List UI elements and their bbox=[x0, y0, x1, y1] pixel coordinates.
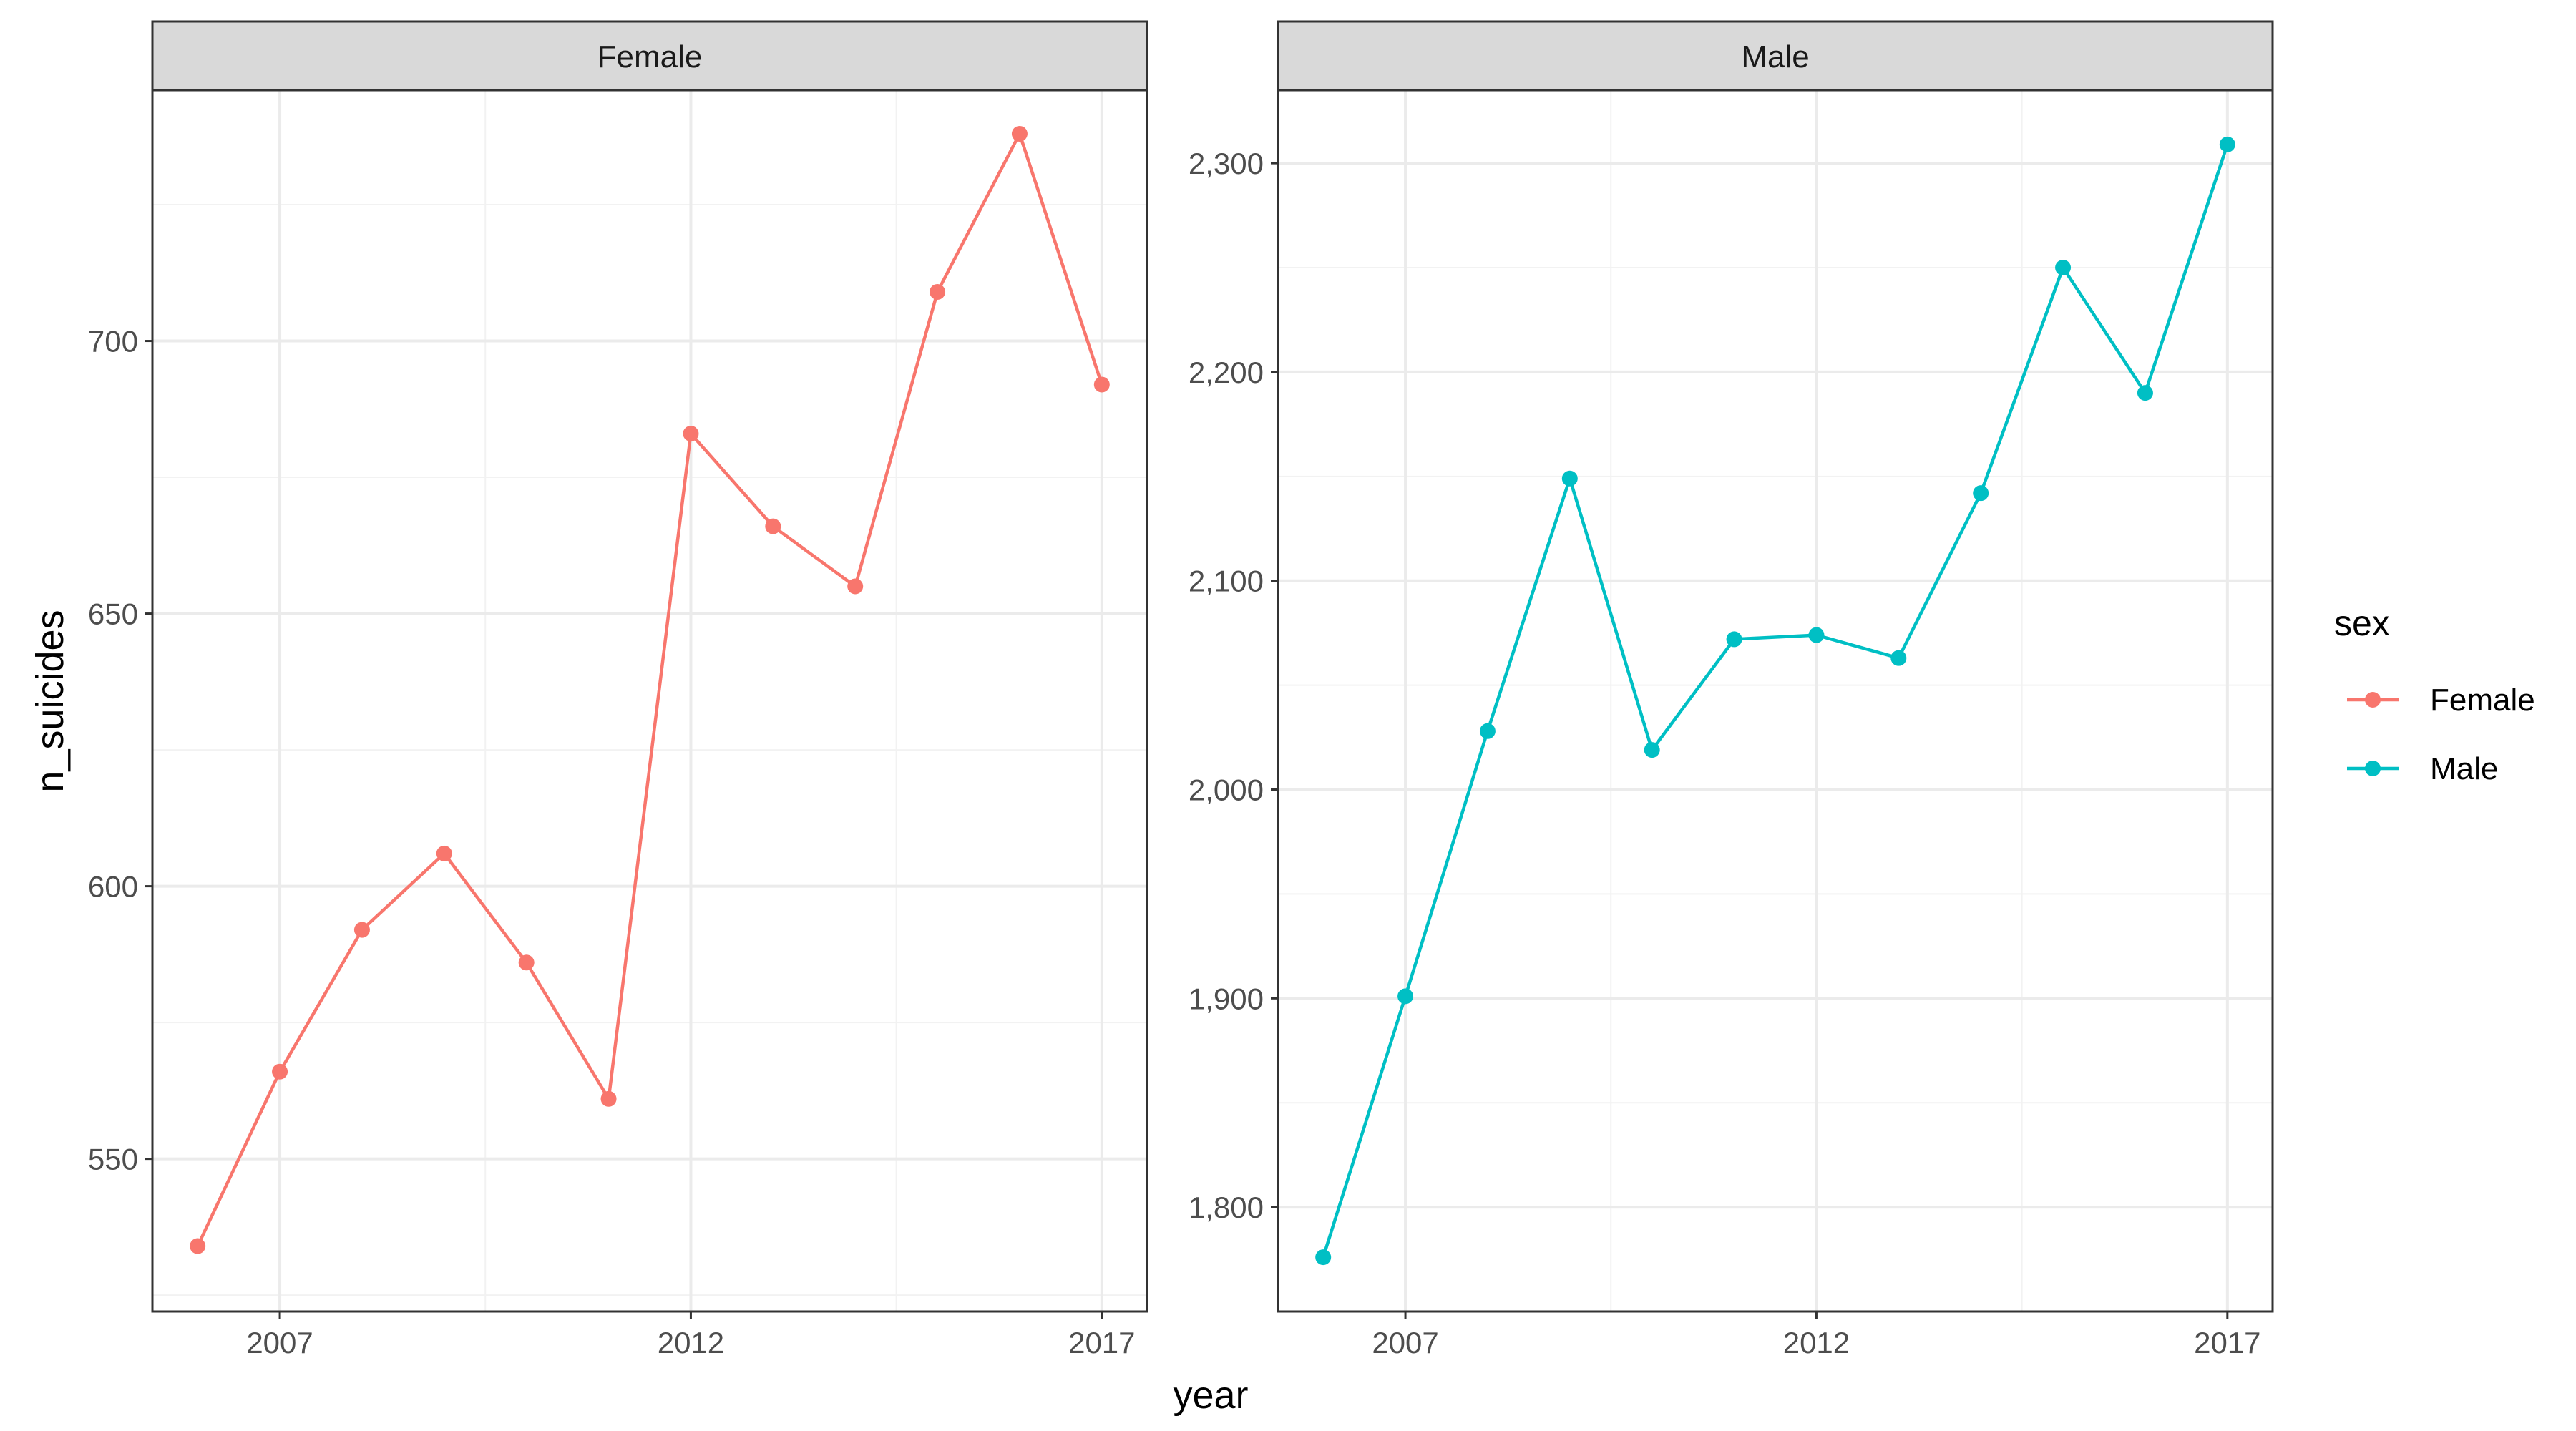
y-tick-label: 1,900 bbox=[1189, 982, 1264, 1015]
facet-strip-label: Female bbox=[597, 39, 703, 74]
data-point bbox=[1561, 470, 1578, 487]
facet-strip bbox=[1277, 20, 2274, 92]
data-point bbox=[1890, 650, 1907, 666]
legend: sex Female Male bbox=[2334, 603, 2535, 786]
facet-strip-label: Male bbox=[1741, 39, 1809, 74]
data-point bbox=[1093, 376, 1110, 393]
panel-border bbox=[151, 89, 1148, 1313]
panel-background bbox=[1278, 90, 2273, 1312]
data-point bbox=[436, 845, 452, 861]
data-point bbox=[272, 1063, 288, 1080]
data-point bbox=[518, 954, 535, 971]
y-tick-label: 700 bbox=[88, 325, 138, 358]
data-point bbox=[1397, 988, 1414, 1005]
x-tick-label: 2012 bbox=[1783, 1326, 1850, 1359]
y-tick-label: 2,200 bbox=[1189, 356, 1264, 389]
data-point bbox=[1011, 125, 1028, 142]
facet-panel-female: Female 550 600 650 700 2007 2012 2017 bbox=[88, 20, 1148, 1359]
facet-strip bbox=[151, 20, 1148, 92]
y-tick-label: 2,000 bbox=[1189, 773, 1264, 807]
facet-panel-male: Male 1,800 1,900 2,000 2,100 2,200 2,300 2007 20… bbox=[1189, 20, 2274, 1359]
data-point bbox=[1973, 485, 1989, 502]
x-tick-label: 2007 bbox=[1372, 1326, 1438, 1359]
data-point bbox=[2219, 136, 2235, 152]
data-point bbox=[2055, 260, 2072, 276]
data-point bbox=[2137, 385, 2153, 401]
legend-entry-label: Male bbox=[2430, 751, 2498, 786]
series-line-female bbox=[196, 132, 1103, 1247]
data-point bbox=[190, 1238, 206, 1254]
legend-key-point bbox=[2365, 761, 2381, 776]
data-point bbox=[1479, 723, 1496, 739]
y-tick-label: 650 bbox=[88, 597, 138, 631]
data-point bbox=[600, 1090, 617, 1107]
data-point bbox=[847, 578, 864, 595]
data-point bbox=[353, 922, 370, 938]
facet-panels: Female 550 600 650 700 2007 2012 2017 Male 1,800 1… bbox=[88, 20, 2274, 1359]
x-tick-label: 2007 bbox=[246, 1326, 313, 1359]
data-point bbox=[1315, 1249, 1332, 1266]
y-tick-label: 2,300 bbox=[1189, 147, 1264, 180]
data-point bbox=[765, 518, 781, 534]
y-tick-label: 600 bbox=[88, 870, 138, 904]
legend-key-point bbox=[2365, 692, 2381, 708]
data-point bbox=[1644, 742, 1660, 758]
x-tick-label: 2017 bbox=[1068, 1326, 1135, 1359]
data-point bbox=[1808, 627, 1825, 643]
x-axis-title: year bbox=[1173, 1374, 1248, 1417]
y-tick-label: 1,800 bbox=[1189, 1191, 1264, 1224]
x-tick-label: 2017 bbox=[2194, 1326, 2260, 1359]
legend-title: sex bbox=[2334, 603, 2390, 643]
panel-background bbox=[152, 90, 1147, 1312]
y-tick-label: 550 bbox=[88, 1143, 138, 1176]
y-axis-title: n_suicides bbox=[29, 610, 72, 792]
x-tick-label: 2012 bbox=[658, 1326, 724, 1359]
data-point bbox=[683, 426, 699, 442]
panel-border bbox=[1277, 89, 2274, 1313]
data-point bbox=[1726, 631, 1742, 648]
legend-entry-label: Female bbox=[2430, 683, 2535, 718]
series-line-male bbox=[1322, 144, 2229, 1258]
data-point bbox=[930, 283, 946, 300]
y-tick-label: 2,100 bbox=[1189, 565, 1264, 598]
